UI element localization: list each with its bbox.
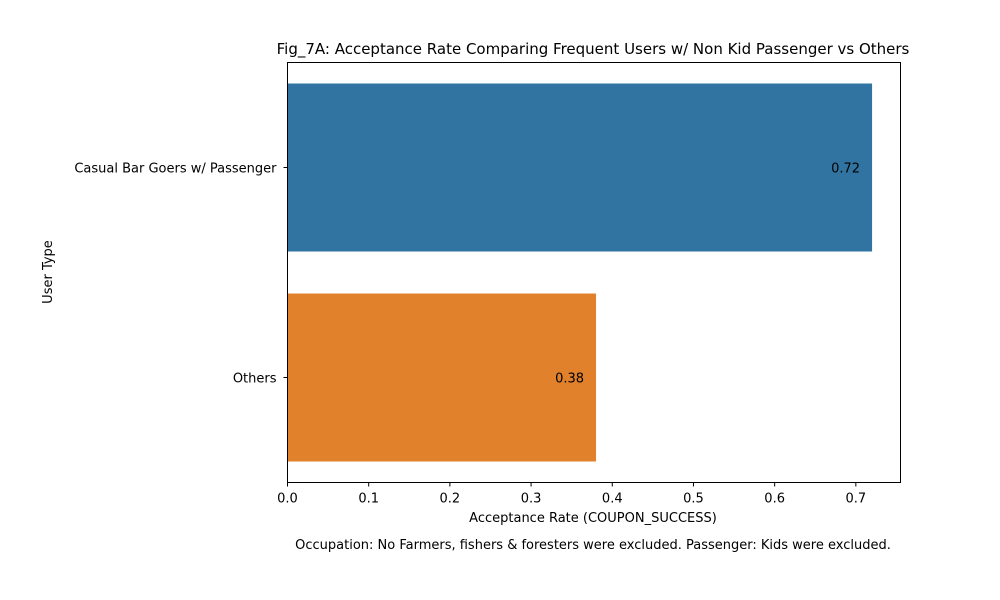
x-tick-label: 0.1 bbox=[358, 492, 379, 507]
x-tick-label: 0.4 bbox=[602, 492, 623, 507]
bars-group bbox=[287, 83, 873, 462]
chart-title: Fig_7A: Acceptance Rate Comparing Freque… bbox=[277, 40, 910, 59]
bar-value-label: 0.38 bbox=[555, 372, 584, 387]
y-tick-label: Casual Bar Goers w/ Passenger bbox=[74, 162, 277, 177]
x-axis-label: Acceptance Rate (COUPON_SUCCESS) bbox=[469, 511, 717, 526]
data-labels-group: 0.72 0.38 bbox=[555, 162, 860, 387]
bar bbox=[287, 293, 597, 462]
x-tick-label: 0.6 bbox=[764, 492, 785, 507]
chart-footnote: Occupation: No Farmers, fishers & forest… bbox=[295, 538, 891, 553]
y-tick-label: Others bbox=[233, 372, 277, 387]
bar-value-label: 0.72 bbox=[831, 162, 860, 177]
x-tick-label: 0.5 bbox=[683, 492, 704, 507]
x-tick-label: 0.3 bbox=[521, 492, 542, 507]
x-tick-label: 0.2 bbox=[440, 492, 461, 507]
plot-frame bbox=[287, 62, 901, 483]
y-axis-ticks: Casual Bar Goers w/ Passenger Others bbox=[74, 162, 288, 387]
x-tick-label: 0.7 bbox=[846, 492, 867, 507]
y-axis-label: User Type bbox=[41, 240, 56, 304]
x-axis-ticks: 0.0 0.1 0.2 0.3 0.4 0.5 0.6 0.7 bbox=[277, 482, 867, 507]
bar bbox=[287, 83, 873, 252]
x-tick-label: 0.0 bbox=[277, 492, 298, 507]
